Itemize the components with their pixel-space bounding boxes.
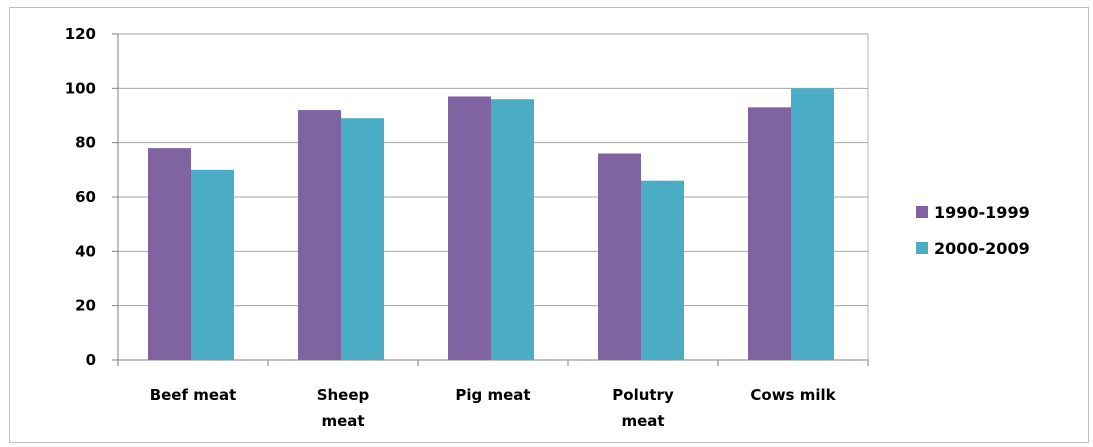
bar-2000-2009-0 xyxy=(191,169,234,360)
bar-2000-2009-2 xyxy=(491,99,534,360)
x-category-label: Polutry xyxy=(612,386,674,404)
y-tick-label: 100 xyxy=(65,79,96,97)
bar-2000-2009-3 xyxy=(641,180,684,360)
bar-1990-1999-0 xyxy=(148,148,191,360)
legend-label: 2000-2009 xyxy=(934,239,1030,258)
bar-1990-1999-4 xyxy=(748,107,791,360)
bar-1990-1999-1 xyxy=(298,110,341,360)
y-tick-label: 20 xyxy=(75,297,96,315)
bar-1990-1999-3 xyxy=(598,153,641,360)
bar-1990-1999-2 xyxy=(448,96,491,360)
y-tick-label: 0 xyxy=(86,351,96,369)
x-category-label: Sheep xyxy=(317,386,370,404)
x-category-label: meat xyxy=(621,412,664,430)
legend-label: 1990-1999 xyxy=(934,203,1030,222)
x-category-label: Beef meat xyxy=(150,386,237,404)
y-tick-label: 60 xyxy=(75,188,96,206)
x-category-label: Cows milk xyxy=(750,386,836,404)
x-category-label: Pig meat xyxy=(455,386,530,404)
legend-swatch-2000-2009 xyxy=(916,242,928,254)
x-category-label: meat xyxy=(321,412,364,430)
bar-2000-2009-4 xyxy=(791,88,834,360)
bar-2000-2009-1 xyxy=(341,118,384,360)
y-tick-label: 120 xyxy=(65,25,96,43)
y-tick-label: 80 xyxy=(75,134,96,152)
y-tick-label: 40 xyxy=(75,242,96,260)
legend-swatch-1990-1999 xyxy=(916,206,928,218)
